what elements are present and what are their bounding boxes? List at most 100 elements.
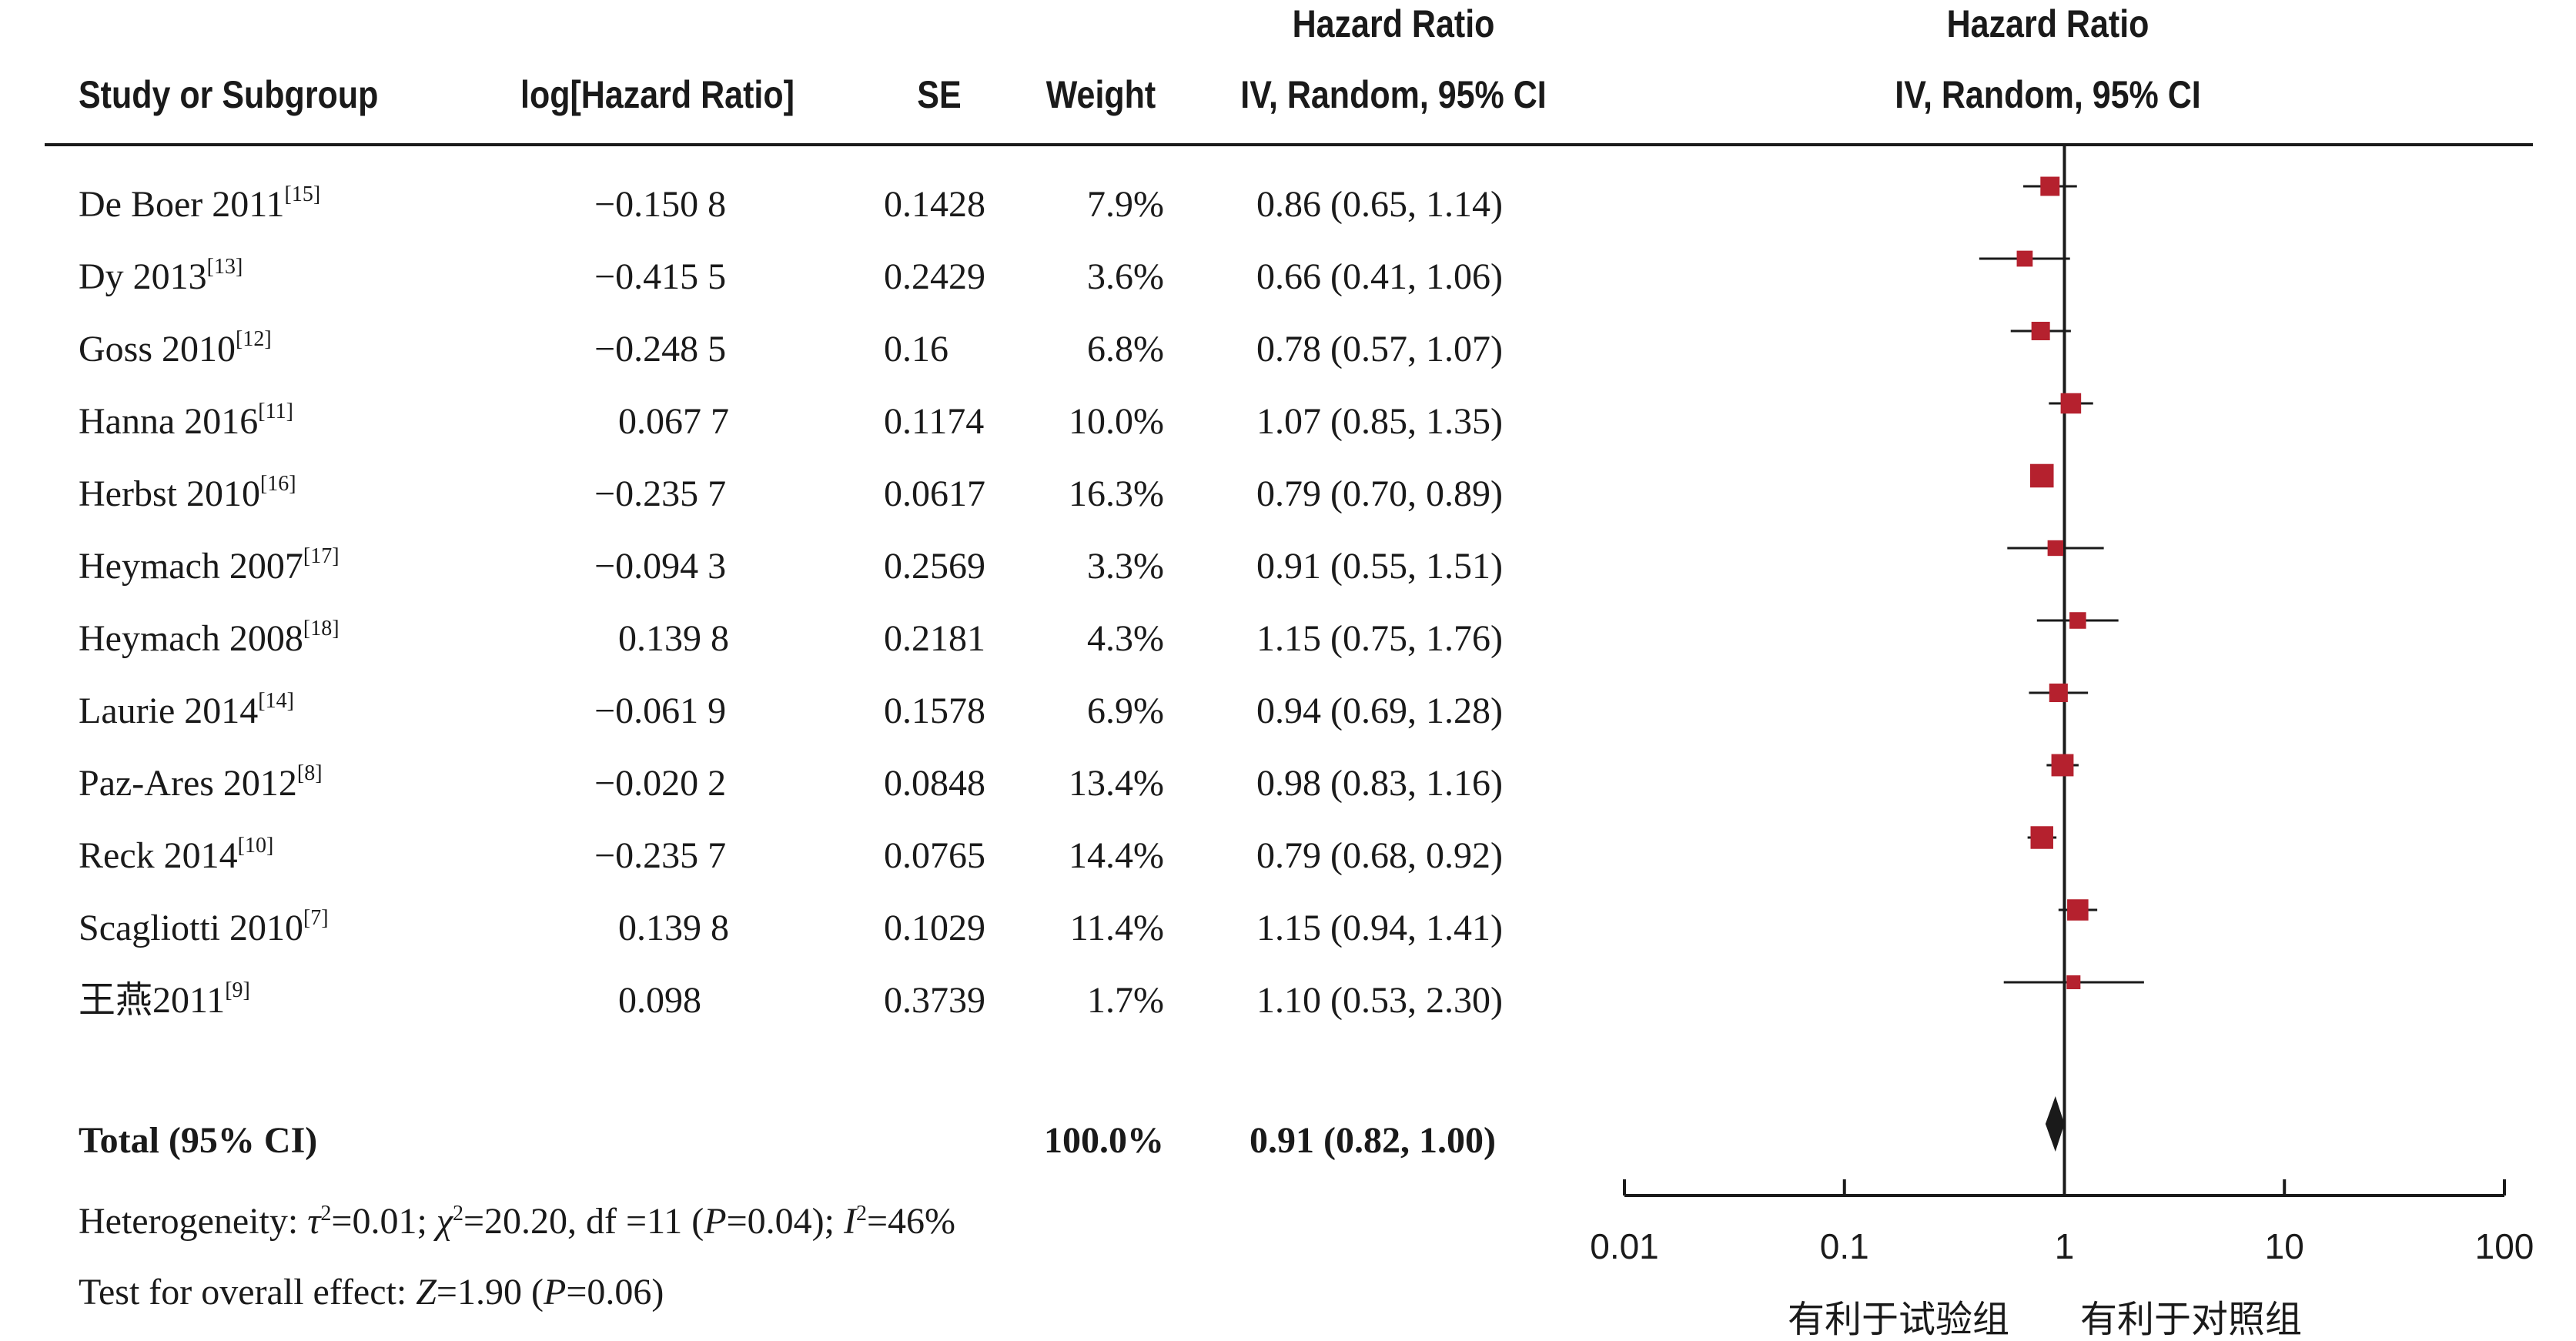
study-ci: 1.15 (0.94, 1.41) — [1256, 908, 1503, 948]
study-marker — [2031, 322, 2050, 340]
study-loghr: 0.098 — [618, 980, 701, 1021]
study-loghr: −0.020 2 — [594, 763, 727, 804]
study-name-text: Dy 2013 — [79, 256, 207, 297]
tau-symbol: τ — [307, 1201, 321, 1242]
header-se: SE — [917, 73, 962, 116]
study-loghr: 0.067 7 — [618, 401, 729, 442]
overall-prefix: Test for overall effect: — [79, 1272, 417, 1313]
header-loghr: log[Hazard Ratio] — [520, 73, 795, 116]
study-reference: [7] — [303, 906, 329, 930]
overall-effect-text: Test for overall effect: Z=1.90 (P=0.06) — [79, 1274, 664, 1311]
study-name-text: Scagliotti 2010 — [79, 908, 303, 948]
study-ci: 1.10 (0.53, 2.30) — [1256, 980, 1503, 1021]
chi-value: =20.20, df =11 ( — [463, 1201, 704, 1242]
study-se: 0.2181 — [884, 618, 985, 659]
total-ci: 0.91 (0.82, 1.00) — [1250, 1120, 1496, 1161]
study-name: 王燕2011[9] — [79, 980, 250, 1019]
i-symbol: I — [843, 1201, 856, 1242]
study-weight: 6.8% — [1087, 329, 1164, 370]
study-loghr: 0.139 8 — [618, 908, 729, 948]
pooled-diamond — [2045, 1096, 2065, 1152]
study-marker — [2069, 612, 2086, 629]
x-axis-tick-label: 1 — [2055, 1226, 2075, 1266]
i-value: =46% — [866, 1201, 956, 1242]
p-value: =0.04); — [726, 1201, 844, 1242]
study-se: 0.1029 — [884, 908, 985, 948]
i-sup: 2 — [855, 1202, 867, 1226]
study-reference: [13] — [206, 255, 243, 279]
study-reference: [9] — [225, 978, 250, 1002]
study-ci: 0.98 (0.83, 1.16) — [1256, 763, 1503, 804]
study-name: Dy 2013[13] — [79, 256, 243, 297]
study-name-text: Hanna 2016 — [79, 401, 259, 442]
study-name-text: Laurie 2014 — [79, 691, 259, 731]
study-ci: 0.86 (0.65, 1.14) — [1256, 184, 1503, 225]
study-name: Heymach 2008[18] — [79, 618, 340, 659]
heterogeneity-prefix: Heterogeneity: — [79, 1201, 308, 1242]
study-name-text: Heymach 2007 — [79, 546, 303, 587]
study-marker — [2016, 250, 2033, 267]
study-marker — [2029, 463, 2054, 488]
header-plot-title: Hazard Ratio — [1946, 2, 2149, 45]
study-weight: 1.7% — [1087, 980, 1164, 1021]
study-loghr: −0.235 7 — [594, 473, 727, 514]
study-se: 0.0617 — [884, 473, 985, 514]
p-symbol: P — [704, 1201, 727, 1242]
study-name: Reck 2014[10] — [79, 835, 273, 874]
tau-sup: 2 — [320, 1202, 332, 1226]
study-se: 0.1174 — [884, 401, 985, 442]
favours-control-label: 有利于对照组 — [2080, 1298, 2303, 1341]
overall-p-symbol: P — [543, 1272, 567, 1313]
study-name-text: Heymach 2008 — [79, 618, 303, 659]
x-axis-tick-label: 0.1 — [1820, 1226, 1869, 1266]
study-name-text: Herbst 2010 — [79, 473, 260, 514]
study-ci: 1.07 (0.85, 1.35) — [1256, 401, 1503, 442]
study-se: 0.0765 — [884, 835, 985, 876]
study-marker — [2060, 393, 2082, 414]
study-name-text: De Boer 2011 — [79, 184, 285, 225]
study-reference: [12] — [236, 327, 272, 351]
z-symbol: Z — [416, 1272, 437, 1313]
heterogeneity-text: Heterogeneity: τ2=0.01; χ2=20.20, df =11… — [79, 1203, 955, 1240]
study-name: Laurie 2014[14] — [79, 691, 294, 731]
study-name: Paz-Ares 2012[8] — [79, 763, 323, 802]
study-se: 0.16 — [884, 329, 948, 370]
study-name: Hanna 2016[11] — [79, 400, 293, 442]
overall-p-value: =0.06) — [566, 1272, 664, 1313]
study-weight: 10.0% — [1069, 401, 1164, 442]
study-name: Herbst 2010[16] — [79, 473, 296, 514]
header-weight: Weight — [1045, 73, 1156, 116]
study-se: 0.2429 — [884, 256, 985, 297]
study-weight: 7.9% — [1087, 184, 1164, 225]
study-reference: [17] — [303, 544, 340, 568]
study-se: 0.0848 — [884, 763, 985, 804]
study-ci: 0.79 (0.68, 0.92) — [1256, 835, 1503, 876]
study-marker — [2067, 899, 2089, 921]
study-se: 0.1428 — [884, 184, 985, 225]
study-loghr: −0.094 3 — [594, 546, 727, 587]
study-name: Heymach 2007[17] — [79, 546, 340, 587]
study-ci: 0.66 (0.41, 1.06) — [1256, 256, 1503, 297]
study-marker — [2047, 540, 2063, 557]
study-loghr: 0.139 8 — [618, 618, 729, 659]
study-reference: [8] — [296, 761, 323, 785]
header-rule — [45, 143, 2533, 146]
study-reference: [11] — [258, 400, 293, 423]
study-marker — [2040, 176, 2060, 196]
study-weight: 3.3% — [1087, 546, 1164, 587]
study-marker — [2030, 826, 2053, 849]
study-loghr: −0.150 8 — [594, 184, 727, 225]
x-axis-tick-label: 10 — [2265, 1226, 2304, 1266]
study-name-text: Goss 2010 — [79, 329, 236, 370]
study-se: 0.2569 — [884, 546, 985, 587]
study-ci: 0.91 (0.55, 1.51) — [1256, 546, 1503, 587]
study-ci: 0.94 (0.69, 1.28) — [1256, 691, 1503, 731]
study-weight: 13.4% — [1069, 763, 1164, 804]
total-weight: 100.0% — [1044, 1120, 1164, 1161]
study-loghr: −0.061 9 — [594, 691, 727, 731]
study-reference: [10] — [237, 834, 274, 858]
chi-sup: 2 — [452, 1202, 463, 1226]
study-weight: 6.9% — [1087, 691, 1164, 731]
study-weight: 11.4% — [1069, 908, 1164, 948]
study-name: De Boer 2011[15] — [79, 184, 320, 225]
